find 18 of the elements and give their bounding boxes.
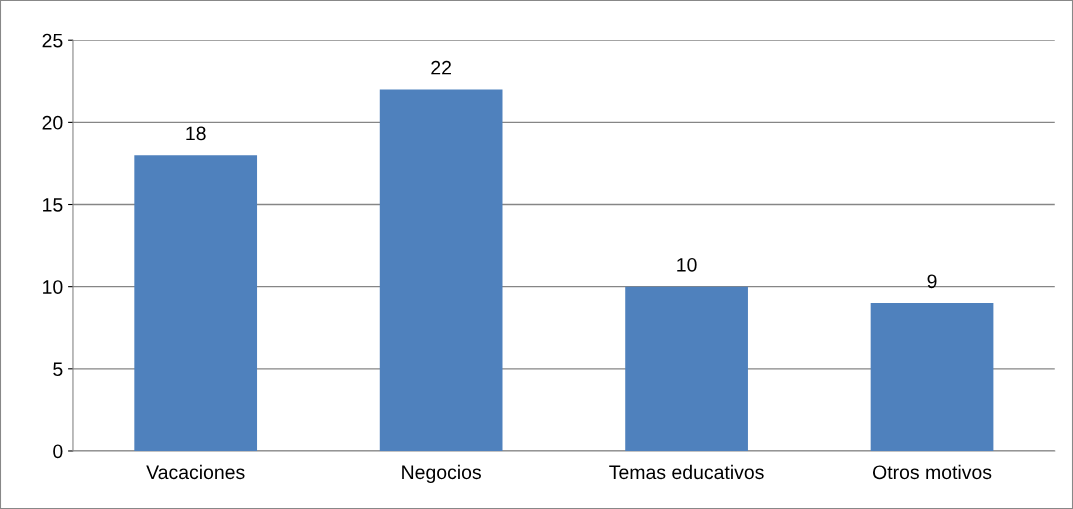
data-label: 18 xyxy=(186,126,206,141)
x-tick-label: Otros motivos xyxy=(872,464,992,480)
y-tick-label: 0 xyxy=(53,444,63,459)
y-tick-label: 5 xyxy=(53,362,63,377)
x-tick-label: Vacaciones xyxy=(146,464,245,480)
y-tick-label: 25 xyxy=(42,33,63,48)
y-tick-label: 10 xyxy=(43,280,63,294)
x-tick-label: Temas educativos xyxy=(609,464,764,480)
bar xyxy=(379,89,503,451)
bar xyxy=(870,303,994,451)
x-tick-label: Negocios xyxy=(402,464,481,483)
data-label: 10 xyxy=(677,257,697,272)
bar xyxy=(134,155,258,451)
data-label: 9 xyxy=(927,274,937,289)
y-tick-label: 20 xyxy=(42,115,63,130)
bar xyxy=(625,286,748,451)
data-label: 22 xyxy=(431,60,451,75)
y-tick-label: 15 xyxy=(43,198,63,212)
